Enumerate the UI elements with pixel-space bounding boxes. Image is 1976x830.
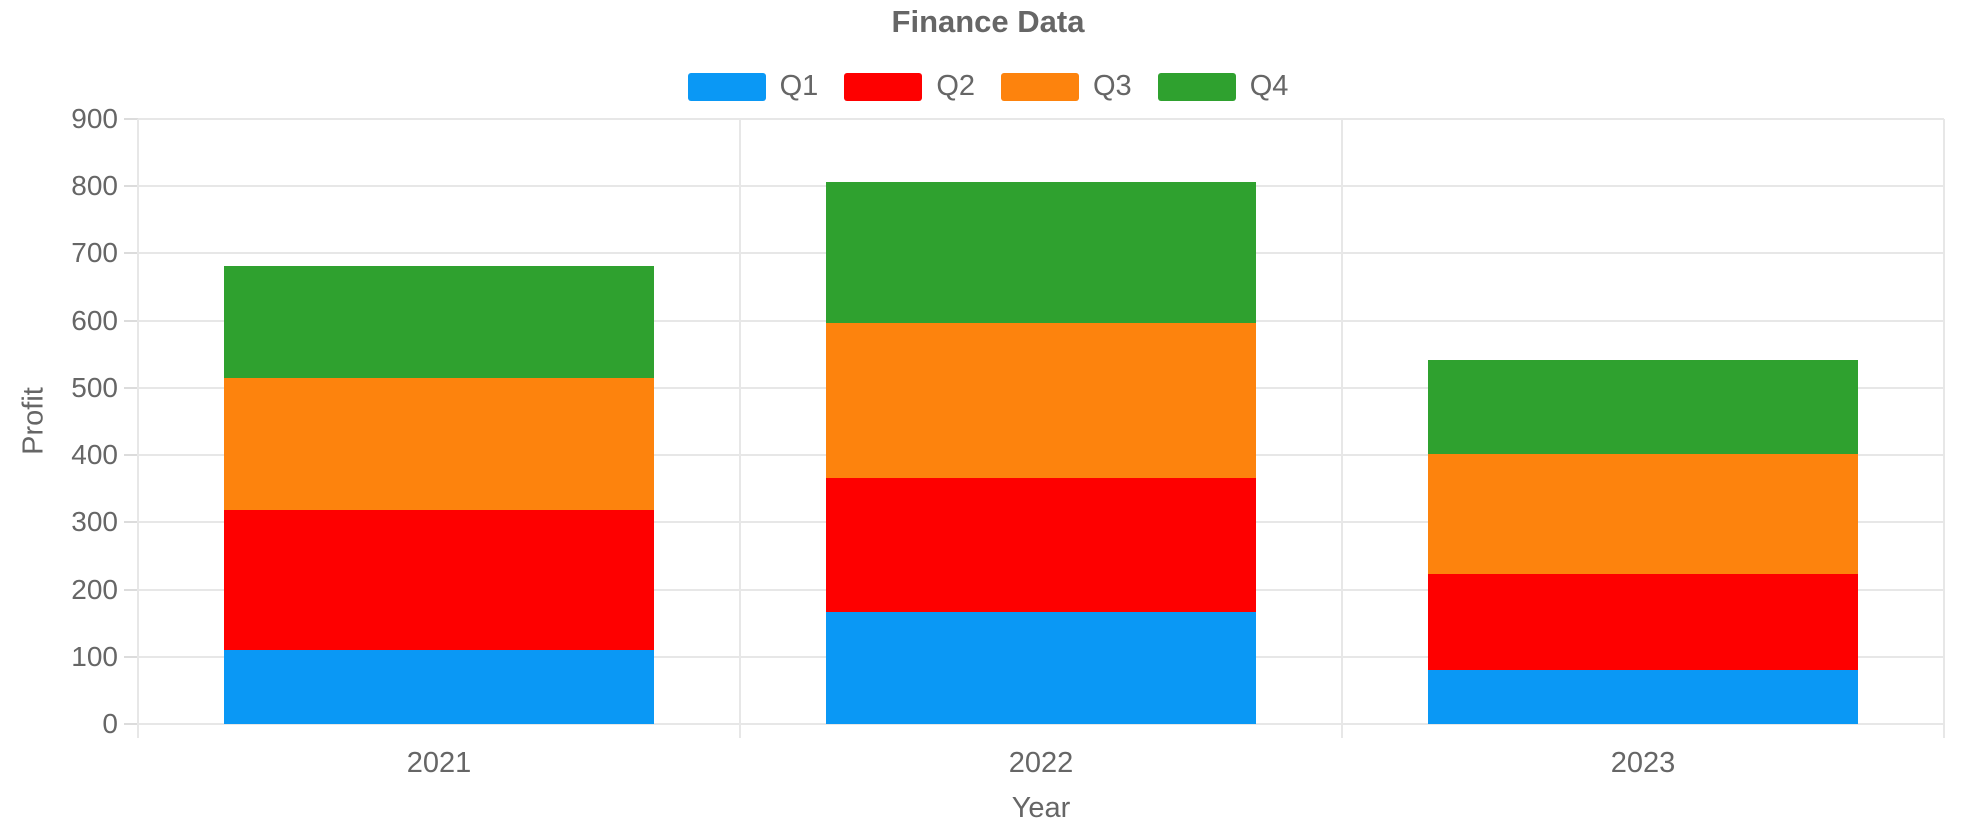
legend-label-Q4: Q4	[1249, 70, 1289, 102]
bar-segment-2021-Q2[interactable]	[224, 510, 654, 651]
y-tick-label-500: 500	[71, 371, 118, 403]
y-tickmark-600	[124, 319, 138, 322]
gridline-y-900	[138, 118, 1944, 120]
legend-label-Q3: Q3	[1093, 70, 1132, 102]
legend-swatch-Q2	[844, 72, 923, 101]
y-tick-label-100: 100	[71, 640, 118, 672]
legend-item-Q1[interactable]: Q1	[687, 70, 819, 103]
y-tick-label-300: 300	[71, 506, 118, 538]
gridline-y-0	[138, 723, 1944, 725]
category-separator	[1341, 119, 1343, 738]
chart-title: Finance Data	[891, 4, 1085, 39]
bar-segment-2022-Q1[interactable]	[826, 612, 1256, 724]
x-tick-label-2021: 2021	[406, 747, 472, 779]
y-tickmark-500	[124, 386, 138, 389]
y-tick-label-400: 400	[71, 439, 118, 471]
legend-item-Q2[interactable]: Q2	[844, 70, 975, 103]
bar-segment-2023-Q3[interactable]	[1428, 453, 1858, 575]
y-tickmark-400	[124, 454, 138, 457]
legend-item-Q4[interactable]: Q4	[1157, 70, 1289, 103]
y-tick-label-800: 800	[71, 170, 118, 202]
legend-swatch-Q4	[1157, 72, 1236, 101]
legend-item-Q3[interactable]: Q3	[1001, 70, 1132, 103]
y-axis-title: Profit	[17, 387, 50, 455]
y-tick-label-900: 900	[71, 103, 118, 134]
y-tickmark-100	[124, 655, 138, 658]
y-tickmark-900	[124, 118, 138, 120]
legend-label-Q2: Q2	[936, 70, 975, 102]
bar-2021	[224, 266, 654, 724]
x-tick-label-2022: 2022	[1008, 747, 1074, 779]
bar-segment-2023-Q1[interactable]	[1428, 670, 1858, 724]
y-tickmark-300	[124, 521, 138, 524]
bar-segment-2023-Q4[interactable]	[1428, 359, 1858, 454]
y-tick-label-0: 0	[102, 708, 118, 739]
y-tick-label-200: 200	[71, 573, 118, 605]
category-separator	[137, 119, 139, 738]
y-tickmark-800	[124, 185, 138, 188]
legend-label-Q1: Q1	[779, 70, 819, 102]
y-tickmark-0	[124, 723, 138, 725]
bar-segment-2022-Q3[interactable]	[826, 323, 1256, 478]
legend-swatch-Q3	[1001, 72, 1079, 101]
y-tick-label-700: 700	[71, 237, 118, 269]
bar-2022	[826, 181, 1256, 724]
category-separator	[1943, 119, 1945, 738]
y-tick-label-600: 600	[71, 304, 118, 336]
y-tickmark-700	[124, 252, 138, 255]
y-tickmark-200	[124, 588, 138, 591]
bar-segment-2022-Q4[interactable]	[826, 181, 1256, 324]
x-axis-title: Year	[1011, 792, 1071, 824]
plot-area: 0 100 200 300 400 500 600 700 800 900 2021 2022 2023	[71, 103, 1945, 779]
bar-segment-2022-Q2[interactable]	[826, 477, 1256, 613]
bar-segment-2023-Q2[interactable]	[1428, 574, 1858, 671]
bar-segment-2021-Q1[interactable]	[224, 650, 654, 724]
legend: Q1 Q2 Q3 Q4	[0, 70, 1976, 103]
bar-segment-2021-Q3[interactable]	[224, 377, 654, 511]
legend-swatch-Q1	[687, 72, 766, 101]
category-separator	[739, 119, 741, 738]
bar-2023	[1428, 359, 1858, 724]
x-tick-label-2023: 2023	[1610, 747, 1676, 779]
bar-segment-2021-Q4[interactable]	[224, 266, 654, 378]
